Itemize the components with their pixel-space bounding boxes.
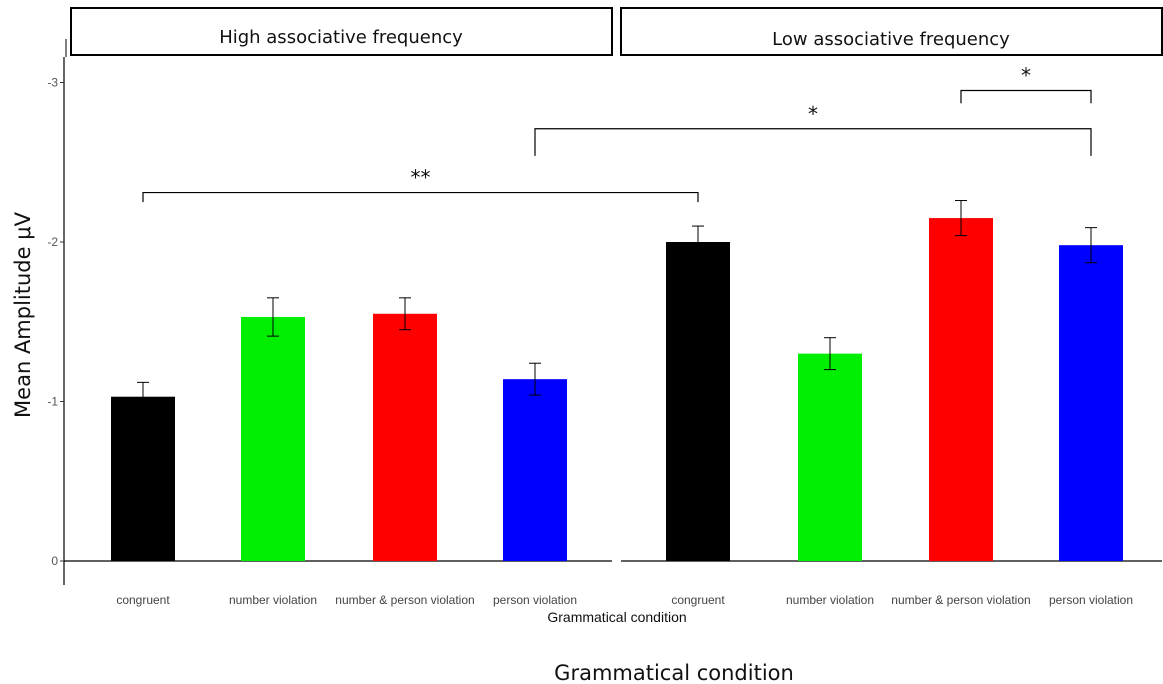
x-axis-outer-title: Grammatical condition (554, 661, 794, 684)
y-axis-title: Mean Amplitude μV (11, 211, 35, 418)
bar (666, 242, 730, 561)
strip-low (620, 7, 1163, 56)
significance-label: * (808, 102, 818, 126)
error-bar (399, 297, 411, 331)
y-ticks: 0 -1 -2 -3 (47, 76, 58, 569)
category-labels-high: congruent number violation number & pers… (116, 593, 577, 607)
y-tick-label: -3 (47, 76, 58, 90)
y-tick-marks (60, 82, 64, 562)
bar (373, 313, 437, 561)
error-bar (955, 200, 967, 237)
category-label: number violation (229, 593, 317, 607)
y-tick-label: 0 (51, 554, 58, 568)
category-label: number & person violation (891, 593, 1030, 607)
category-label: number violation (786, 593, 874, 607)
significance-bracket (534, 128, 1092, 156)
category-label: person violation (493, 593, 577, 607)
bar (111, 396, 175, 561)
error-bars (137, 200, 1097, 412)
strip-high (70, 7, 613, 56)
significance-bracket (142, 191, 699, 203)
y-tick-label: -2 (47, 235, 58, 249)
bar (929, 218, 993, 561)
x-axis-title: Grammatical condition (547, 609, 686, 625)
error-bar (267, 297, 279, 337)
significance-label: * (1021, 63, 1031, 87)
strip-title-low: Low associative frequency (772, 29, 1010, 50)
significance-brackets: **** (142, 63, 1092, 203)
significance-bracket (960, 89, 1092, 104)
bar (503, 379, 567, 561)
error-bar (529, 362, 541, 396)
category-label: number & person violation (335, 593, 474, 607)
bar (798, 353, 862, 561)
strip-title-high: High associative frequency (219, 27, 463, 48)
error-bar (824, 337, 836, 371)
category-labels-low: congruent number violation number & pers… (671, 593, 1133, 607)
error-bar (692, 225, 704, 259)
bars (111, 218, 1123, 561)
category-label: congruent (671, 593, 725, 607)
significance-label: ** (411, 166, 431, 190)
category-label: person violation (1049, 593, 1133, 607)
bar (1059, 245, 1123, 561)
error-bar (137, 381, 149, 412)
error-bar (1085, 227, 1097, 264)
category-label: congruent (116, 593, 170, 607)
y-tick-label: -1 (47, 395, 58, 409)
bar (241, 316, 305, 561)
